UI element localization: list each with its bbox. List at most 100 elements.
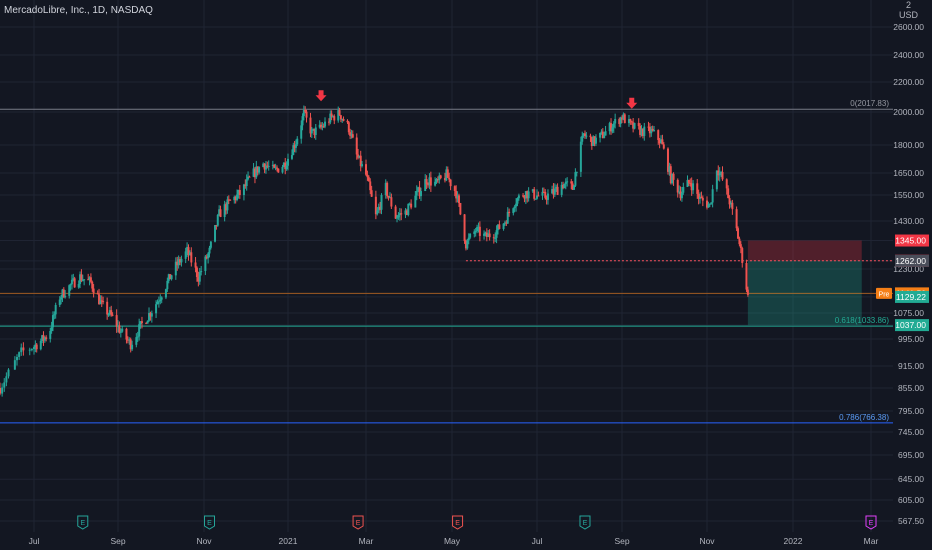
label-entry: 1262.00 — [895, 256, 926, 266]
candle-body — [690, 183, 693, 191]
candle-body — [194, 262, 197, 268]
candle-body — [367, 177, 370, 182]
candle-body — [476, 227, 479, 232]
candle-body — [429, 177, 432, 186]
candle-body — [585, 135, 588, 137]
candle-body — [146, 320, 149, 324]
candle-body — [498, 224, 501, 229]
candle-body — [689, 182, 692, 184]
candle-body — [338, 110, 341, 116]
candle-body — [464, 240, 467, 249]
candle-body — [463, 214, 466, 241]
candle-body — [262, 163, 265, 168]
candle-body — [523, 196, 526, 199]
candle-body — [487, 233, 490, 237]
candle-body — [415, 191, 418, 196]
candle-body — [603, 135, 606, 138]
candle-body — [271, 164, 274, 166]
candle-body — [321, 126, 324, 128]
candle-body — [436, 179, 439, 181]
candle-body — [630, 121, 633, 123]
candle-body — [351, 134, 354, 138]
y-axis-tick-label: 2000.00 — [893, 107, 924, 117]
candle-body — [339, 115, 342, 120]
candle-body — [715, 170, 718, 190]
candle-body — [62, 289, 65, 298]
candle-body — [148, 312, 151, 321]
x-axis-tick-label: Sep — [110, 536, 125, 546]
candle-body — [273, 164, 276, 168]
candle-body — [170, 275, 173, 280]
candle-body — [494, 237, 497, 239]
candle-body — [43, 337, 46, 341]
candle-body — [611, 127, 614, 132]
candle-body — [313, 128, 316, 135]
candle-body — [643, 126, 646, 136]
candle-body — [357, 154, 360, 158]
x-axis-tick-label: Mar — [864, 536, 879, 546]
candle-body — [50, 327, 53, 331]
candle-body — [541, 191, 544, 196]
candle-body — [618, 118, 621, 124]
candle-body — [696, 183, 699, 194]
candle-body — [159, 299, 162, 302]
candle-body — [79, 274, 82, 284]
candle-body — [256, 166, 259, 173]
candle-body — [5, 376, 8, 383]
candle-body — [58, 299, 61, 305]
candle-body — [651, 128, 654, 131]
candle-body — [187, 247, 190, 256]
candle-body — [727, 188, 730, 199]
candle-body — [456, 195, 459, 199]
candle-body — [483, 233, 486, 236]
candle-body — [102, 301, 105, 303]
candle-body — [238, 190, 241, 196]
candle-body — [555, 186, 558, 189]
earnings-marker-icon — [77, 515, 89, 530]
candle-body — [710, 202, 713, 204]
candle-body — [205, 256, 208, 259]
candle-body — [571, 183, 574, 190]
candle-body — [697, 193, 700, 199]
candle-body — [198, 272, 201, 282]
candle-body — [177, 259, 180, 266]
candle-body — [601, 131, 604, 138]
label-last-bg — [895, 290, 929, 303]
candle-body — [275, 167, 278, 169]
candle-body — [218, 209, 221, 215]
candle-body — [619, 117, 622, 124]
candle-body — [18, 352, 21, 357]
candle-body — [425, 179, 428, 185]
candle-body — [129, 339, 132, 350]
peak-1-arrow — [315, 90, 327, 102]
candle-body — [305, 111, 308, 118]
candle-body — [473, 231, 476, 234]
candle-body — [53, 314, 56, 316]
candle-body — [322, 126, 325, 128]
candle-body — [418, 187, 421, 197]
candle-body — [459, 202, 462, 215]
candle-body — [135, 337, 138, 345]
candle-body — [208, 247, 211, 254]
candle-body — [672, 173, 675, 180]
candle-body — [274, 167, 277, 169]
candle-body — [669, 166, 672, 184]
candle-body — [746, 289, 749, 295]
candle-body — [400, 213, 403, 215]
candle-body — [358, 155, 361, 158]
candle-body — [527, 191, 530, 199]
candle-body — [292, 145, 295, 156]
candle-body — [115, 315, 118, 327]
candle-body — [365, 164, 367, 175]
candle-body — [505, 222, 508, 224]
candle-body — [236, 194, 239, 200]
candle-body — [574, 172, 577, 186]
candle-body — [180, 258, 183, 263]
candle-body — [417, 187, 420, 192]
candle-body — [453, 186, 456, 191]
candle-body — [149, 312, 152, 317]
candle-body — [51, 315, 54, 328]
candle-body — [302, 110, 305, 117]
candle-body — [676, 179, 679, 193]
